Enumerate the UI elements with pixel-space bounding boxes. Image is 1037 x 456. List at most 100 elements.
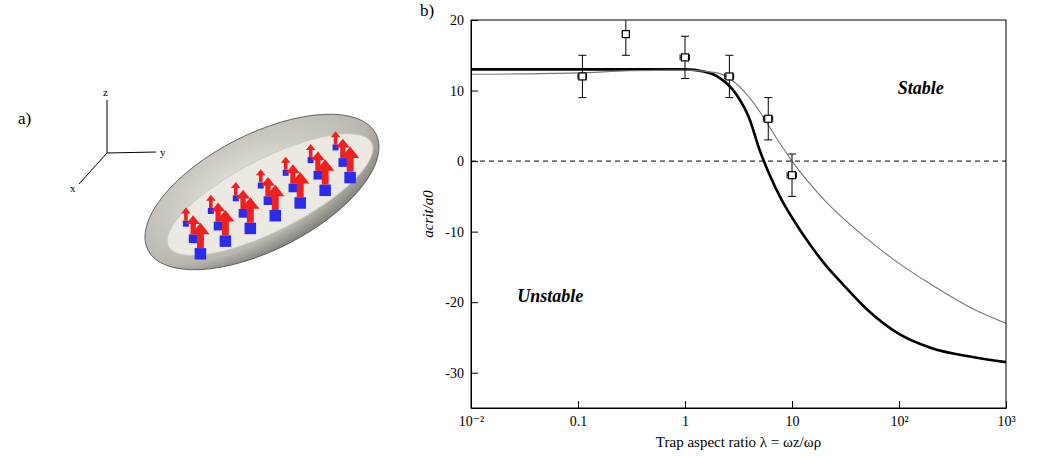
x-tick-label: 0.1 <box>570 414 588 429</box>
spin-head <box>206 195 216 208</box>
spin-head <box>316 159 334 184</box>
plot-frame <box>471 20 1006 408</box>
data-point <box>726 73 733 80</box>
spin-base <box>220 235 232 247</box>
data-point <box>579 73 586 80</box>
y-tick-label: 0 <box>457 154 464 169</box>
y-tick: 0 <box>457 154 478 169</box>
spin-base <box>289 184 298 193</box>
x-tick-label: 10² <box>890 414 908 429</box>
curve <box>471 69 1006 362</box>
y-tick-mark <box>471 161 478 162</box>
data-point <box>622 31 629 38</box>
spin-head <box>231 182 241 195</box>
error-bar <box>622 20 630 55</box>
figure: a)xyzb)10⁻²0.111010²10³-30-20-1001020Tra… <box>0 0 1037 456</box>
curve <box>471 70 1006 323</box>
y-tick-mark <box>471 373 478 374</box>
panel-a: a)xyz <box>18 82 402 302</box>
x-error-bar <box>763 116 772 122</box>
error-bar <box>763 98 772 140</box>
error-bar <box>725 55 734 97</box>
spin-base <box>189 234 198 243</box>
spin-head <box>331 131 341 144</box>
x-tick-mark <box>899 401 900 408</box>
y-error-bar <box>764 98 772 140</box>
y-tick-label: -30 <box>445 366 464 381</box>
spin-head <box>241 197 259 222</box>
y-tick-label: -10 <box>445 225 464 240</box>
y-error-bar <box>578 55 586 97</box>
y-tick: -10 <box>445 225 478 240</box>
x-error-bar <box>578 73 586 79</box>
spin-head <box>291 172 309 197</box>
y-error-bar <box>788 154 796 196</box>
x-tick: 10 <box>786 401 800 429</box>
x-axis-line <box>472 408 1007 409</box>
axis-line <box>107 152 156 153</box>
plot-area <box>471 20 1006 362</box>
y-tick: 10 <box>450 84 478 99</box>
y-tick-mark <box>471 302 478 303</box>
spin-head <box>306 144 316 157</box>
x-error-bar <box>787 172 796 178</box>
y-tick: -30 <box>445 366 478 381</box>
panel-label: a) <box>18 109 31 128</box>
reference-line <box>471 161 1006 162</box>
x-tick-label: 10 <box>786 414 800 429</box>
panel-b: b) 10⁻² 0.1 1 10 10² 10³ -30 -20 -10 0 10 20 Trap asp… <box>420 1 1016 450</box>
x-tick: 10³ <box>997 401 1015 429</box>
annotation: Stable <box>898 78 944 98</box>
data-point <box>765 115 772 122</box>
y-tick-label: 10 <box>450 84 464 99</box>
spin-base <box>344 172 356 184</box>
x-error-bar <box>680 54 689 60</box>
x-tick-mark <box>578 401 579 408</box>
y-error-bar <box>622 20 630 55</box>
spin-head <box>181 207 191 220</box>
axis-label: y <box>160 146 166 158</box>
axis-label: x <box>70 182 76 194</box>
y-axis-line <box>471 21 472 409</box>
x-tick: 0.1 <box>570 401 588 429</box>
ellipsoid <box>122 82 403 302</box>
data-point <box>682 54 689 61</box>
y-tick-mark <box>471 20 478 21</box>
annotation: Unstable <box>517 286 583 306</box>
spin-head <box>341 147 359 172</box>
y-axis-title: acrit/a0 <box>420 190 436 238</box>
spin-head <box>281 157 291 170</box>
spin-base <box>294 197 306 209</box>
x-error-bar <box>725 73 734 79</box>
spin-arrow <box>341 147 359 184</box>
spin-base <box>239 209 248 218</box>
x-axis-title: Trap aspect ratio λ = ωz/ωρ <box>656 434 821 450</box>
x-tick-mark <box>792 401 793 408</box>
spin-arrow <box>216 210 234 247</box>
spin-base <box>314 171 323 180</box>
spin-head <box>191 223 209 248</box>
y-tick-mark <box>471 232 478 233</box>
y-tick-mark <box>471 91 478 92</box>
data-point <box>789 172 796 179</box>
axis-line <box>107 100 108 153</box>
x-tick-label: 1 <box>682 414 689 429</box>
y-tick: 20 <box>450 13 478 28</box>
x-tick-label: 10⁻² <box>459 414 485 429</box>
y-tick-label: -20 <box>445 295 464 310</box>
panel-label: b) <box>420 1 434 20</box>
spin-arrow <box>191 223 209 260</box>
y-axis: -30 -20 -10 0 10 20 <box>445 13 478 409</box>
y-tick: -20 <box>445 295 478 310</box>
spin-base <box>338 158 347 167</box>
x-error-bar <box>622 31 629 37</box>
y-error-bar <box>681 36 689 78</box>
x-tick: 1 <box>682 401 689 429</box>
axis-line <box>79 153 107 184</box>
x-tick: 10² <box>890 401 908 429</box>
x-axis: 10⁻² 0.1 1 10 10² 10³ <box>459 401 1016 429</box>
cut-face <box>152 111 388 279</box>
spin-base <box>195 248 207 260</box>
spin-base <box>214 222 223 231</box>
spin-arrow <box>316 159 334 196</box>
